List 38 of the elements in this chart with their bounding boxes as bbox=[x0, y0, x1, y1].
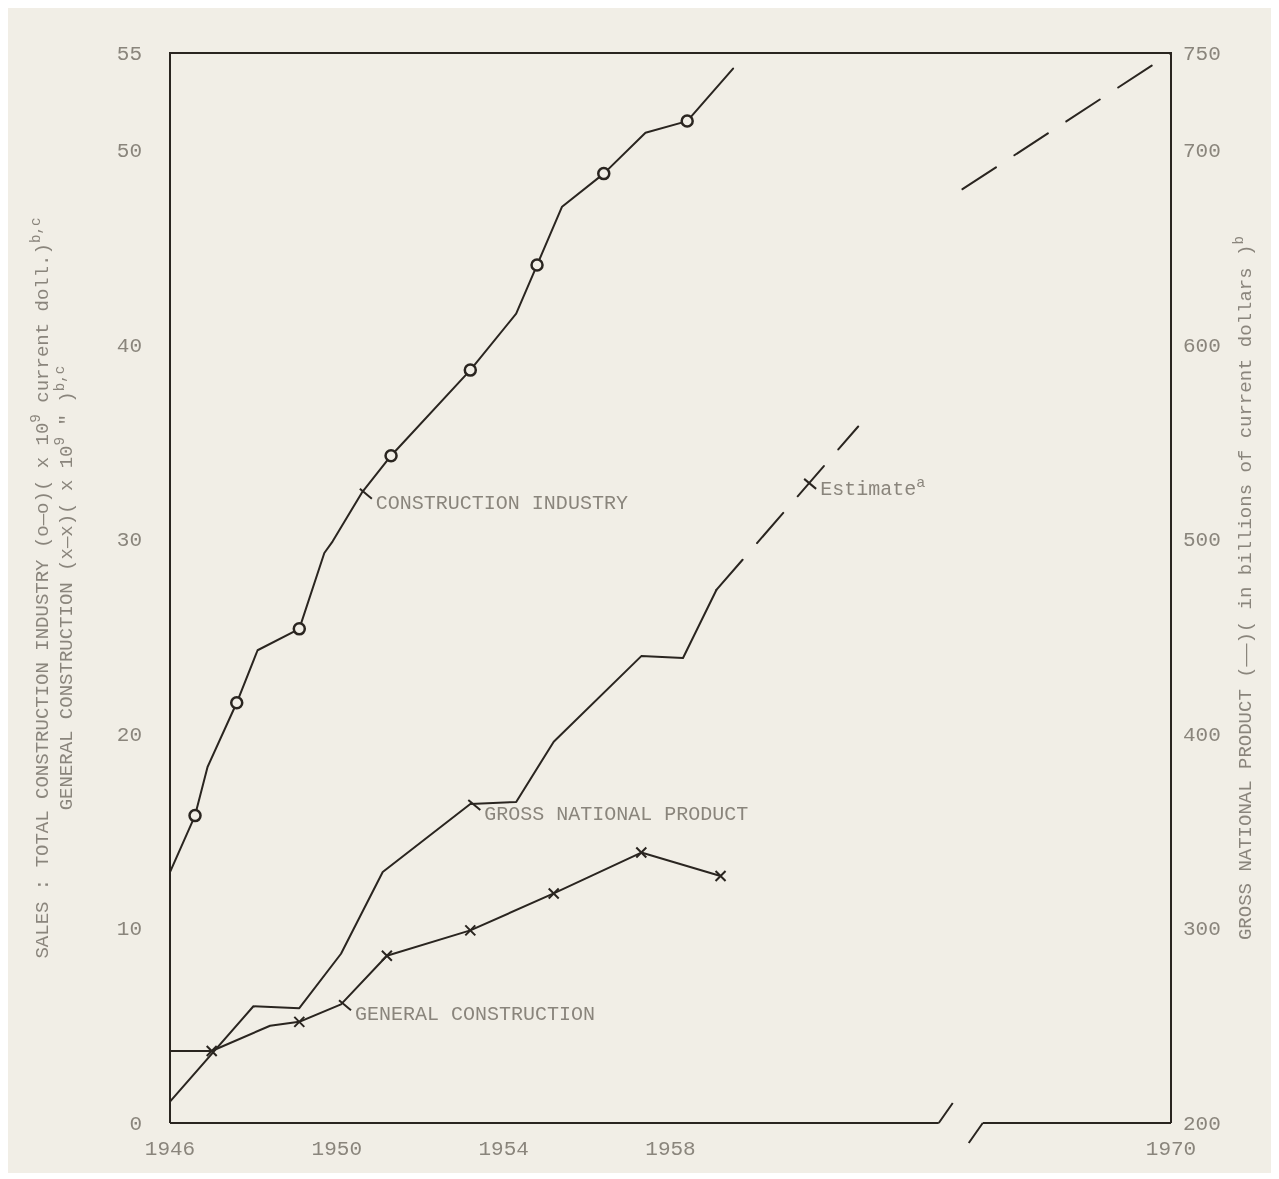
y-tick-label: 20 bbox=[116, 723, 142, 747]
y2-tick-label: 400 bbox=[1183, 723, 1221, 747]
y2-tick-label: 750 bbox=[1183, 43, 1221, 66]
point bbox=[380, 949, 393, 962]
y-tick-label: 50 bbox=[116, 140, 142, 164]
x-tick-label: 1970 bbox=[1145, 1138, 1197, 1161]
point bbox=[229, 696, 244, 710]
annotation: Estimate$^{a}$ bbox=[820, 474, 926, 501]
point bbox=[464, 924, 477, 937]
point bbox=[530, 258, 544, 272]
series-label: GROSS NATIONAL PRODUCT bbox=[484, 802, 749, 826]
point bbox=[205, 1045, 218, 1058]
y2-tick-label: 700 bbox=[1183, 140, 1221, 164]
y2-tick-label: 600 bbox=[1183, 334, 1221, 358]
point bbox=[547, 887, 560, 900]
series-label: CONSTRUCTION INDUSTRY bbox=[375, 491, 628, 515]
point bbox=[293, 1015, 306, 1028]
x-tick-label: 1954 bbox=[478, 1138, 529, 1161]
point bbox=[680, 114, 694, 128]
point bbox=[384, 448, 398, 463]
y2-tick-label: 500 bbox=[1183, 529, 1221, 553]
y-tick-label: 30 bbox=[116, 529, 142, 553]
point bbox=[597, 166, 611, 181]
point bbox=[714, 869, 727, 882]
series-label: GENERAL CONSTRUCTION bbox=[355, 1003, 596, 1027]
x-tick-label: 1946 bbox=[144, 1138, 196, 1161]
x-tick-label: 1958 bbox=[645, 1138, 696, 1161]
y-tick-label: 10 bbox=[116, 918, 142, 942]
point bbox=[635, 846, 648, 859]
x-tick-label: 1950 bbox=[311, 1138, 363, 1161]
y2-tick-label: 200 bbox=[1183, 1113, 1221, 1136]
point bbox=[292, 622, 307, 636]
y2-tick-label: 300 bbox=[1183, 918, 1221, 942]
y-tick-label: 40 bbox=[116, 334, 142, 358]
point bbox=[463, 363, 478, 377]
y-tick-label: 55 bbox=[116, 43, 142, 66]
y-tick-label: 0 bbox=[129, 1113, 142, 1136]
point bbox=[188, 808, 202, 823]
